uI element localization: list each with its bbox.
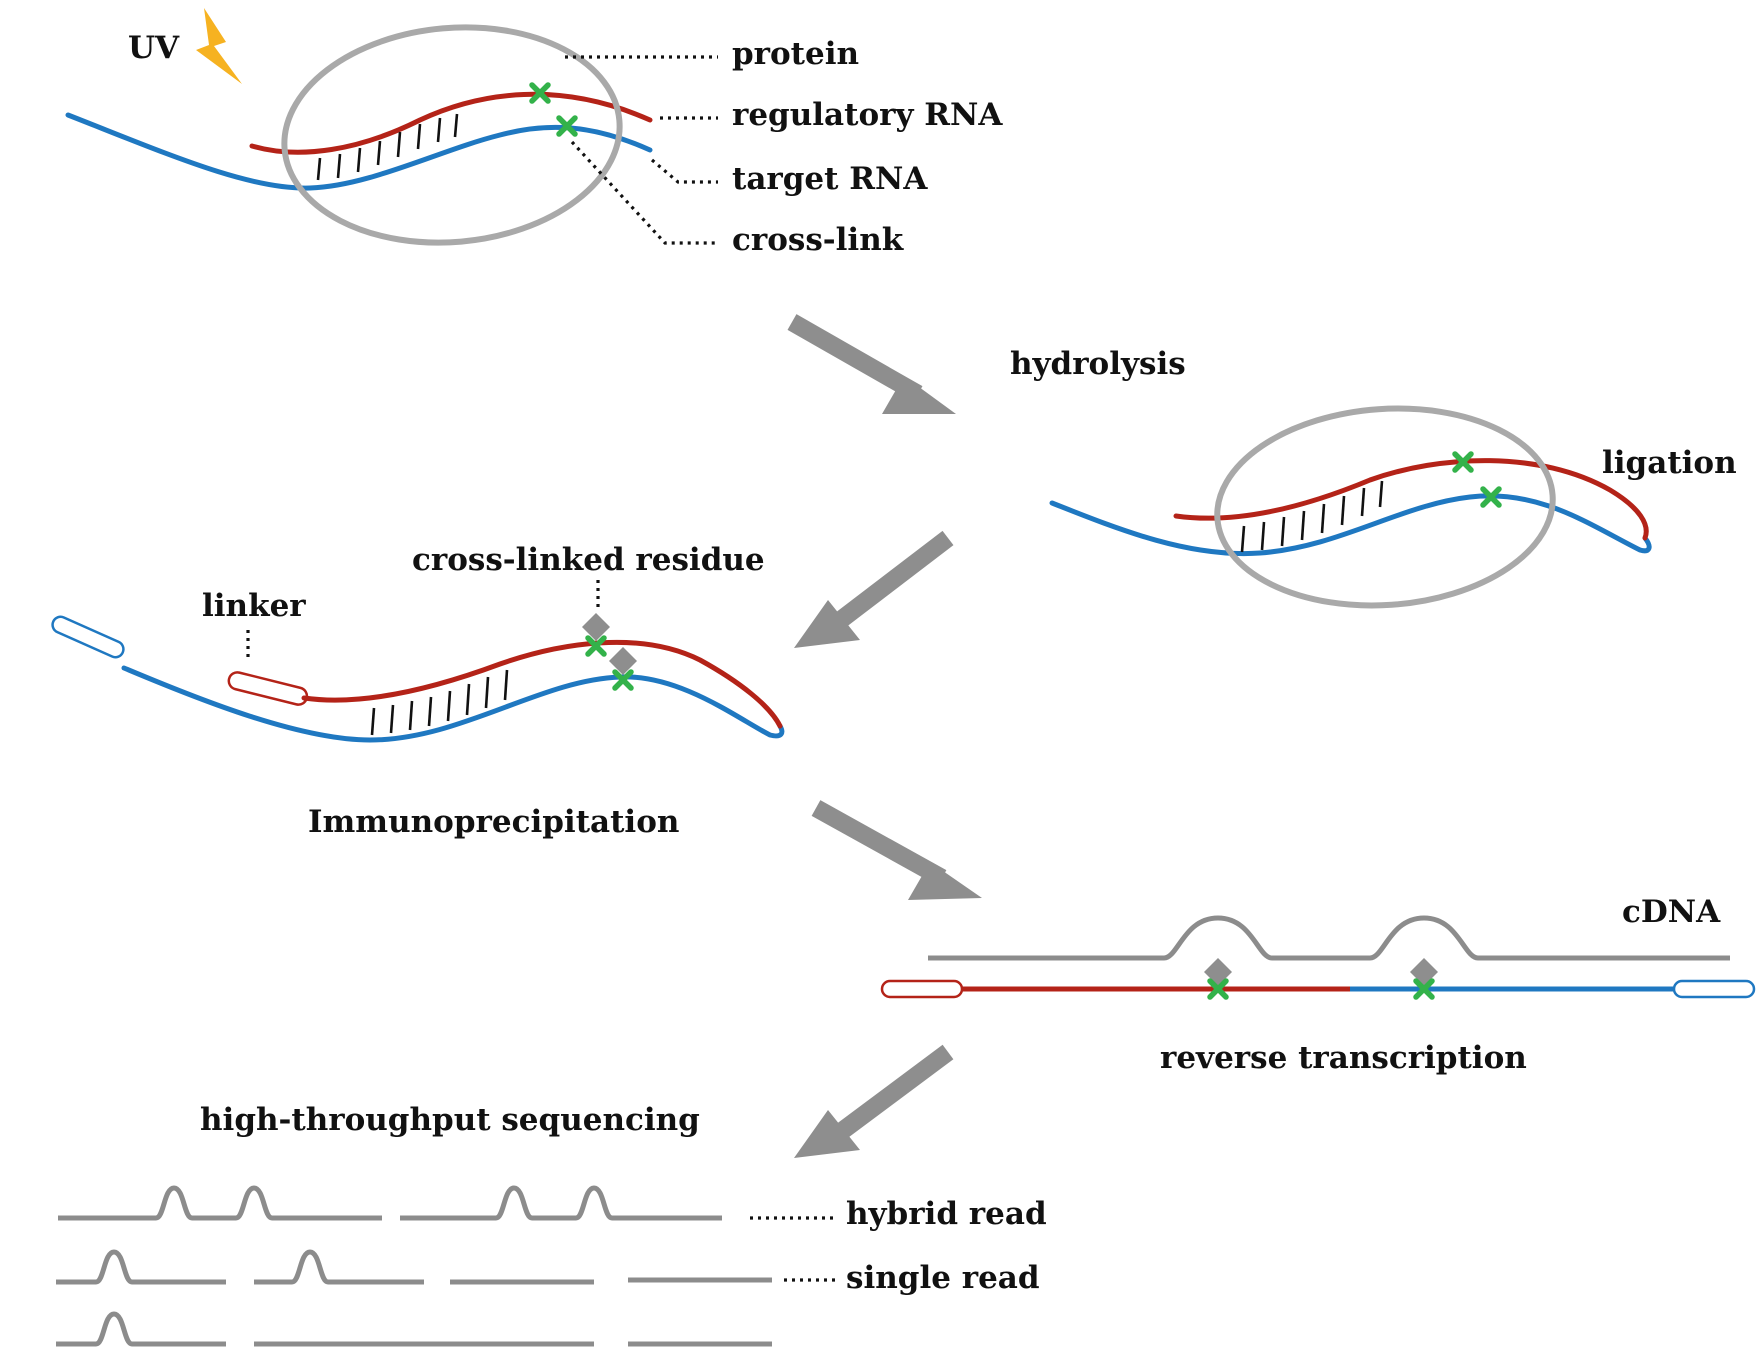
lightning-bolt-icon (196, 8, 242, 84)
process-arrow (794, 530, 954, 648)
single-read (254, 1249, 424, 1285)
single-read (56, 1311, 226, 1347)
cross-linked-residue-diamond-icon (609, 647, 637, 675)
target-rna-strand (1049, 493, 1652, 557)
base-pairing-lines (316, 113, 459, 181)
regulatory-rna-label: regulatory RNA (732, 97, 1003, 133)
regulatory-rna-strand (1173, 458, 1649, 541)
single-read-label: single read (846, 1260, 1040, 1296)
regulatory-rna-strand (301, 639, 783, 729)
linker-red (227, 671, 309, 706)
target-rna-strand (65, 112, 653, 191)
regulatory-rna-strand (249, 91, 653, 155)
cross-linked-residue-diamond-icon (582, 613, 610, 641)
base-pairing-lines (370, 669, 509, 736)
single-read (56, 1249, 226, 1285)
stage-reverse-transcription (880, 915, 1756, 999)
cross-link-leader-line (570, 140, 718, 245)
hydrolysis-label: hydrolysis (1010, 346, 1186, 382)
sequencing-label: high-throughput sequencing (200, 1102, 700, 1138)
ligation-label: ligation (1602, 445, 1737, 481)
protein-label: protein (732, 36, 859, 72)
target-rna-strand (121, 665, 785, 743)
process-arrow (787, 314, 956, 414)
sequencing-reads (56, 1185, 836, 1347)
cross-link-label: cross-link (732, 222, 905, 258)
linker-blue (1672, 979, 1756, 999)
stage-ligation (1049, 405, 1652, 609)
process-arrow (794, 1044, 954, 1158)
linker-blue (51, 615, 125, 659)
hybrid-read (400, 1185, 722, 1221)
hybrid-read (58, 1185, 382, 1221)
hybrid-read-label: hybrid read (846, 1196, 1047, 1232)
stage-uv-crosslinking: UV protein regulatory RNA target RNA cro… (65, 8, 1003, 258)
cross-linked-residue-label: cross-linked residue (412, 542, 765, 578)
linker-label: linker (202, 588, 306, 624)
protein-outline (281, 24, 623, 246)
protein-outline (1214, 405, 1556, 609)
uv-label: UV (128, 30, 180, 66)
process-arrow (811, 800, 982, 900)
stage-immunoprecipitation (51, 580, 785, 743)
target-rna-label: target RNA (732, 161, 928, 197)
cdna-strand (928, 915, 1730, 961)
reverse-transcription-label: reverse transcription (1160, 1040, 1527, 1076)
linker-red (880, 979, 964, 999)
base-pairing-lines (1240, 480, 1384, 553)
target-rna-leader-line (650, 158, 718, 184)
immunoprecipitation-label: Immunoprecipitation (308, 804, 679, 840)
cdna-label: cDNA (1622, 894, 1721, 930)
